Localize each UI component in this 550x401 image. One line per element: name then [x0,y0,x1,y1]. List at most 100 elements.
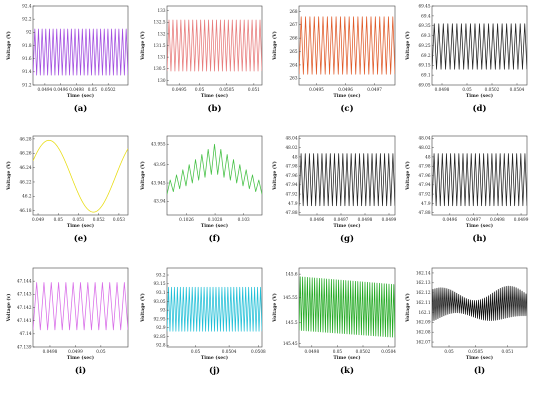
y-tick-label: 43.945 [151,180,166,185]
x-tick-label: 0.051 [502,349,514,354]
x-tick-label: 0.0505 [219,87,234,92]
y-tick-label: 47.92 [286,191,298,196]
y-tick-label: 43.955 [151,142,166,147]
y-tick-label: 47.98 [419,164,431,169]
y-tick-label: 47.92 [419,191,431,196]
y-tick-label: 131.5 [154,43,166,48]
y-tick-label: 92.4 [22,3,32,8]
y-tick-label: 48.04 [419,136,431,141]
panel-7: 0.0496 0.0497 0.0498 0.0499 47.88 47.9 47.92 47… [271,135,397,244]
y-tick-label: 92.2 [22,17,32,22]
y-tick-label: 145.55 [283,295,298,300]
x-tick-label: 0.0504 [510,87,525,92]
y-tick-label: 69.45 [419,3,431,8]
x-tick-label: 0.05 [54,217,64,222]
plot-frame [431,5,528,86]
x-tick-label: 0.103 [238,217,250,222]
y-tick-label: 267 [290,22,298,27]
y-tick-label: 93.2 [156,272,166,277]
panel-label: (c) [340,103,353,114]
y-tick-label: 162.09 [416,320,431,325]
y-tick-label: 47.96 [286,173,298,178]
plot-frame [32,135,129,216]
x-tick-label: 0.1026 [179,217,194,222]
series-line [167,143,262,195]
panel-3: 0.0495 0.0496 0.0497 263 264 265 266 267 268 Time… [271,5,396,114]
y-axis-label: Voltage (V) [271,293,278,323]
y-tick-label: 145.45 [283,341,298,346]
panel-label: (e) [74,233,87,244]
panel-5: 0.049 0.05 0.051 0.052 0.053 46.18 46.2 46.22 46… [5,135,129,244]
x-tick-label: 0.051 [72,217,84,222]
y-tick-label: 69.4 [421,13,431,18]
y-tick-label: 46.2 [22,194,32,199]
panel-label: (g) [340,233,354,244]
panel-4: 0.0498 0.05 0.0502 0.0504 69.05 69.1 69.15 69.2… [404,3,528,114]
x-tick-label: 0.0498 [43,349,58,354]
x-tick-label: 0.0498 [358,217,373,222]
y-tick-label: 69.35 [419,23,431,28]
y-tick-label: 132.5 [154,20,166,25]
x-tick-label: 0.049 [32,217,44,222]
y-tick-label: 266 [290,36,298,41]
x-axis-label: Time (sec) [466,354,493,361]
series-line [167,286,262,332]
x-tick-label: 0.05 [96,349,106,354]
panel-8: 0.0496 0.0497 0.0498 0.0499 47.88 47.9 47.92 47… [404,135,529,244]
y-tick-label: 162.1 [419,310,431,315]
x-tick-label: 0.0504 [222,349,237,354]
y-tick-label: 47.141 [17,318,32,323]
x-tick-label: 0.05 [195,87,205,92]
y-tick-label: 69.3 [421,33,431,38]
x-tick-label: 0.0498 [490,217,505,222]
x-axis-label: Time (sec) [466,92,493,99]
plot-frame [166,135,263,216]
y-tick-label: 47.9 [421,201,431,206]
y-tick-label: 91.8 [22,43,32,48]
panel-label: (h) [472,233,486,244]
y-tick-label: 48.02 [286,145,298,150]
series-line [432,285,527,322]
y-tick-label: 92.9 [156,325,166,330]
plot-frame [298,135,396,216]
y-tick-label: 92.85 [154,334,166,339]
y-tick-label: 162.08 [416,330,431,335]
panel-label: (f) [209,233,221,244]
y-tick-label: 47.98 [286,164,298,169]
series-line [432,153,527,207]
y-tick-label: 93.15 [154,281,166,286]
x-tick-label: 0.0494 [38,87,53,92]
panel-label: (k) [340,365,354,376]
x-tick-label: 0.05 [191,349,201,354]
panel-label: (b) [208,103,222,114]
y-tick-label: 47.9 [288,201,298,206]
y-tick-label: 47.139 [17,344,32,349]
y-axis-label: Voltage (v) [5,294,12,323]
y-tick-label: 47.94 [419,182,431,187]
y-tick-label: 43.95 [154,162,166,167]
panel-label: (i) [75,365,86,376]
y-tick-label: 162.11 [416,300,431,305]
x-tick-label: 0.0495 [172,87,187,92]
y-tick-label: 69.05 [419,82,431,87]
y-tick-label: 47.142 [17,305,32,310]
y-tick-label: 91.2 [22,82,32,87]
panel-label: (d) [473,103,487,114]
x-tick-label: 0.0508 [251,349,266,354]
x-tick-label: 0.0497 [367,87,382,92]
x-axis-label: Time (sec) [201,222,228,229]
panel-10: 0.05 0.0504 0.0508 92.8 92.85 92.9 92.95 93 93.0… [139,267,266,376]
x-axis-label: Time (sec) [201,354,228,361]
x-tick-label: 0.0504 [381,349,396,354]
x-tick-label: 0.0499 [382,217,397,222]
x-tick-label: 0.053 [113,217,125,222]
y-tick-label: 264 [290,62,298,67]
x-tick-label: 0.0502 [485,87,500,92]
y-tick-label: 132 [158,31,166,36]
x-tick-label: 0.0497 [334,217,349,222]
panel-9: 0.0498 0.0499 0.05 47.139 47.14 47.141 47.142 4… [5,267,129,376]
series-line [33,139,128,213]
y-tick-label: 263 [290,76,298,81]
y-tick-label: 47.96 [419,173,431,178]
